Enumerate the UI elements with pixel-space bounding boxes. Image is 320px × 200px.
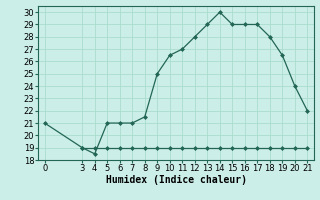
X-axis label: Humidex (Indice chaleur): Humidex (Indice chaleur) — [106, 175, 246, 185]
